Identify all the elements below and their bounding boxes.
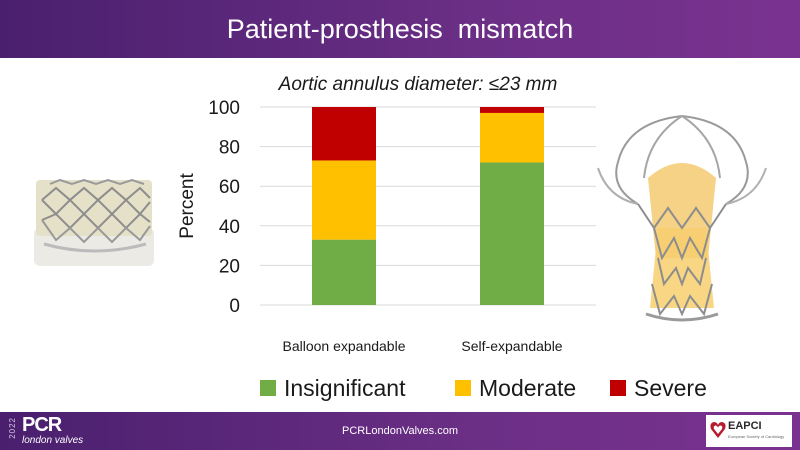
x-tick-labels: Balloon expandable Self-expandable — [283, 338, 563, 354]
eapci-logo: EAPCI European Society of Cardiology — [706, 415, 792, 447]
bar-segment-moderate — [480, 112, 544, 163]
eapci-sublabel: European Society of Cardiology — [728, 434, 785, 439]
x-tick-label: Balloon expandable — [283, 338, 406, 354]
y-tick-label: 20 — [219, 256, 240, 277]
y-tick-labels: 0 20 40 60 80 100 — [208, 98, 240, 317]
chart-legend: Insignificant Moderate Severe — [260, 370, 740, 406]
pcr-london-valves-logo: 2022 PCR london valves — [8, 414, 108, 447]
legend-label-severe: Severe — [634, 374, 707, 401]
title-bar: Patient-prosthesis mismatch — [0, 0, 800, 58]
legend-item-insignificant: Insignificant — [260, 370, 405, 406]
slide-title: Patient-prosthesis mismatch — [226, 14, 574, 44]
logo-sub: london valves — [22, 435, 84, 446]
heart-icon — [710, 422, 726, 438]
y-tick-label: 80 — [219, 138, 240, 159]
chart-title: Aortic annulus diameter: ≤23 mm — [278, 74, 558, 95]
balloon-expandable-valve-image — [34, 178, 154, 266]
legend-item-moderate: Moderate — [455, 370, 576, 406]
eapci-label: EAPCI — [728, 420, 762, 432]
self-expandable-valve-image — [597, 115, 767, 322]
legend-item-severe: Severe — [610, 370, 707, 406]
bar-segment-insignificant — [312, 239, 376, 305]
y-axis-label: Percent — [177, 173, 198, 239]
bar-segment-moderate — [312, 160, 376, 240]
y-tick-label: 60 — [219, 177, 240, 198]
bar-segment-severe — [480, 107, 544, 113]
legend-label-moderate: Moderate — [479, 374, 577, 401]
footer-url[interactable]: PCRLondonValves.com — [342, 425, 458, 437]
logo-main: PCR — [22, 414, 62, 436]
stacked-bar-chart: Aortic annulus diameter: ≤23 mm 0 20 40 60 8… — [177, 74, 596, 354]
y-tick-label: 40 — [219, 217, 240, 238]
legend-swatch-severe — [610, 380, 626, 396]
bar-segment-severe — [312, 107, 376, 161]
bars — [312, 107, 544, 305]
footer-bar: 2022 PCR london valves PCRLondonValves.c… — [0, 412, 800, 450]
legend-swatch-moderate — [455, 380, 471, 396]
x-tick-label: Self-expandable — [461, 338, 562, 354]
bar-segment-insignificant — [480, 162, 544, 305]
legend-label-insignificant: Insignificant — [284, 374, 406, 401]
legend-swatch-insignificant — [260, 380, 276, 396]
gridlines — [260, 106, 596, 306]
y-tick-label: 100 — [208, 98, 240, 119]
y-tick-label: 0 — [229, 296, 240, 317]
